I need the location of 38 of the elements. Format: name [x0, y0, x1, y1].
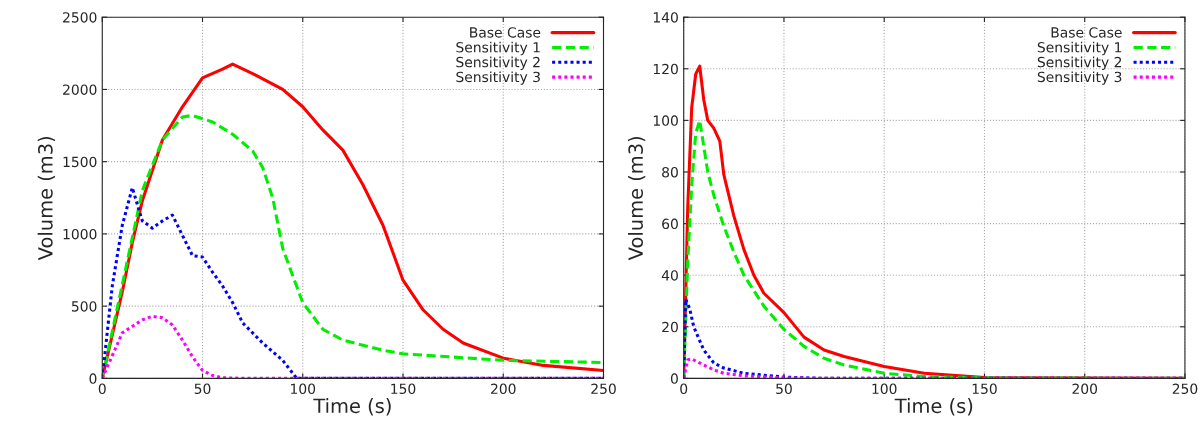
x-tick-label: 0 — [98, 383, 106, 395]
x-tick-label: 50 — [194, 383, 211, 395]
legend-label: Base Case — [470, 27, 541, 38]
y-tick-label: 1000 — [63, 228, 97, 240]
y-tick-label: 100 — [653, 115, 678, 126]
legend-label: Sensitivity 2 — [1037, 56, 1122, 71]
x-axis-title: Time (s) — [894, 398, 973, 416]
legend-label: Sensitivity 3 — [1037, 71, 1122, 85]
y-tick-label: 500 — [71, 301, 97, 312]
x-tick-label: 200 — [1072, 383, 1098, 395]
x-tick-label: 250 — [1172, 383, 1198, 395]
x-tick-label: 250 — [591, 383, 616, 395]
x-tick-label: 50 — [776, 383, 792, 395]
legend-label: Sensitivity 3 — [456, 71, 540, 85]
y-tick-label: 120 — [653, 63, 678, 75]
x-axis-title: Time (s) — [313, 398, 391, 416]
legend-label: Sensitivity 1 — [1037, 41, 1122, 56]
x-tick-label: 100 — [291, 383, 316, 395]
y-tick-label: 80 — [662, 166, 678, 178]
y-tick-label: 40 — [661, 270, 678, 281]
x-tick-label: 200 — [491, 383, 516, 395]
y-tick-label: 0 — [670, 373, 678, 384]
legend-label: Sensitivity 2 — [456, 56, 540, 71]
y-tick-label: 2500 — [63, 12, 97, 23]
y-tick-label: 20 — [662, 321, 678, 333]
x-tick-label: 100 — [872, 383, 897, 395]
legend-label: Sensitivity 1 — [456, 41, 540, 56]
y-tick-label: 2000 — [63, 84, 97, 95]
y-tick-label: 60 — [662, 218, 678, 230]
y-axis-title: Volume (m3) — [627, 136, 646, 261]
y-tick-label: 1500 — [63, 156, 97, 168]
y-tick-label: 0 — [89, 373, 97, 384]
y-tick-label: 140 — [653, 12, 678, 23]
legend-label: Base Case — [1051, 27, 1122, 38]
y-axis-title: Volume (m3) — [37, 136, 56, 261]
x-tick-label: 150 — [391, 383, 416, 395]
x-tick-label: 150 — [972, 383, 997, 395]
x-tick-label: 0 — [680, 383, 688, 395]
